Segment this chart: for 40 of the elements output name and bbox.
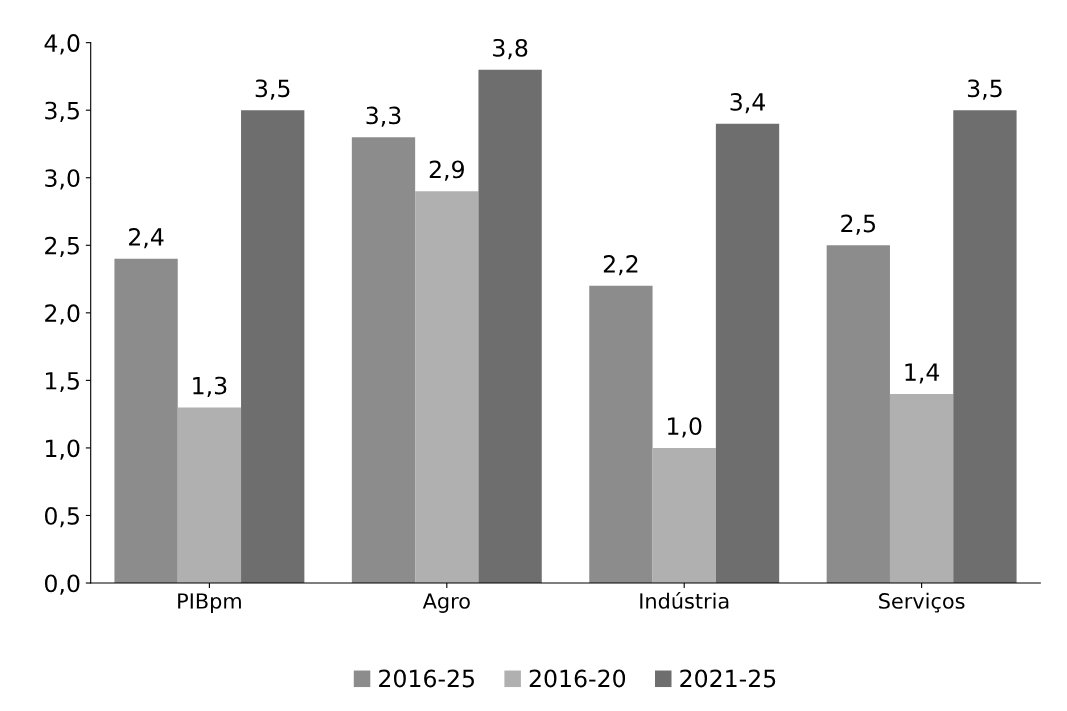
data-label: 3,5 (967, 79, 1002, 100)
legend-label: 2021-25 (680, 669, 776, 688)
data-label: 1,4 (905, 363, 940, 384)
data-label: 2,5 (841, 214, 876, 235)
bar (415, 191, 479, 584)
bar (715, 123, 780, 584)
x-tick-label: Agro (422, 593, 470, 613)
legend-label: 2016-20 (529, 669, 626, 688)
legend-label: 2016-25 (379, 669, 474, 688)
data-label: 2,9 (429, 160, 464, 181)
data-label: 1,3 (193, 376, 227, 397)
data-label: 3,3 (366, 106, 401, 127)
y-tick-label: 2,0 (45, 304, 80, 325)
y-tick-label: 0,0 (44, 574, 80, 595)
y-tick-label: 1,0 (46, 439, 80, 460)
bar (953, 110, 1017, 584)
y-tick-label: 3,5 (45, 101, 79, 122)
y-tick-label: 1,5 (46, 372, 79, 393)
bar (351, 137, 416, 584)
data-label: 3,4 (730, 92, 765, 114)
data-label: 2,4 (129, 228, 164, 249)
x-tick-label: PIBpm (178, 593, 241, 613)
bar (478, 69, 542, 584)
bar (889, 393, 954, 584)
bar (589, 285, 653, 584)
x-tick-label: Serviços (879, 592, 965, 613)
y-tick-label: 4,0 (44, 34, 80, 55)
y-tick-label: 2,5 (45, 236, 79, 258)
bar (241, 110, 305, 584)
y-tick-label: 3,0 (45, 169, 80, 190)
bar (652, 447, 716, 584)
bar (177, 407, 242, 584)
x-tick-label: Indústria (640, 591, 729, 609)
data-label: 1,0 (668, 417, 702, 438)
bar (114, 258, 178, 584)
data-label: 3,8 (493, 38, 528, 60)
data-label: 2,2 (603, 255, 638, 276)
y-tick-label: 0,5 (44, 506, 79, 528)
data-label: 3,5 (255, 79, 290, 100)
bar (826, 245, 890, 584)
